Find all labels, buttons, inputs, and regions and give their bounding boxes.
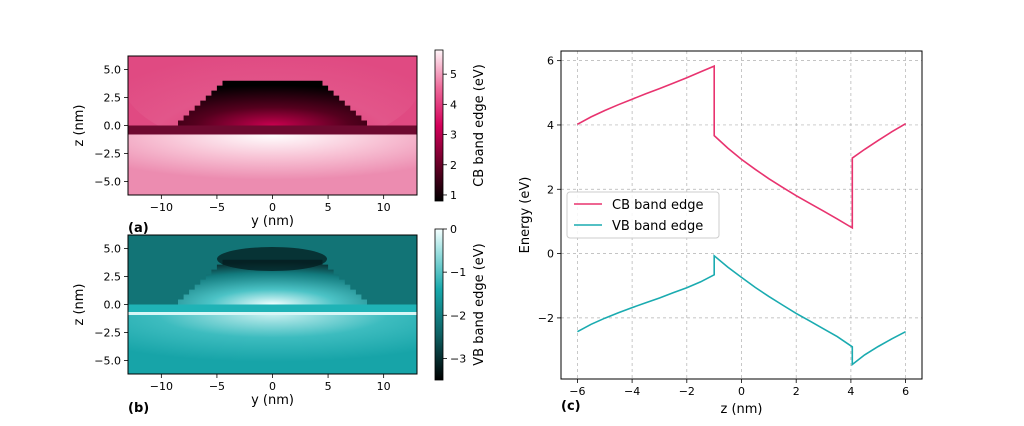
colorbar-tick-label: 0 [450,223,457,236]
y-tick-label: −2.5 [94,327,121,340]
x-tick-label: 4 [847,385,854,398]
series-line-vb [577,254,906,367]
x-tick-label: −5 [209,201,225,214]
y-tick-label: −5.0 [94,355,121,368]
y-axis-label: Energy (eV) [518,177,533,254]
x-tick-label: 0 [269,201,276,214]
x-axis-label: y (nm) [251,393,294,408]
colorbar-tick-label: 3 [450,129,457,142]
y-tick-label: −5.0 [94,176,121,189]
x-tick-label: −10 [150,380,173,393]
y-tick-label: −2 [538,312,554,325]
colorbar-tick-label: 1 [450,189,457,202]
x-tick-label: −10 [150,201,173,214]
colorbar-label: CB band edge (eV) [472,64,487,187]
legend-label-vb: VB band edge [612,219,703,234]
y-tick-label: 4 [547,119,554,132]
panel-label-b: (b) [128,401,149,416]
colorbar-tick-label: −1 [450,266,466,279]
y-tick-label: 6 [547,55,554,68]
vb-colorbar [434,228,444,381]
x-tick-label: −4 [624,385,640,398]
y-tick-label: 2.5 [104,91,122,104]
panel-b: −10 −5 0 5 10−5.0−2.50.02.55.0y (nm)z (nm) (… [72,223,487,416]
x-tick-label: 6 [902,385,909,398]
y-tick-label: 5.0 [104,242,122,255]
panel-label-a: (a) [128,221,149,236]
series-line-cb [577,64,907,230]
y-tick-label: 2 [547,183,554,196]
legend: CB band edge VB band edge [566,191,720,239]
x-tick-label: −2 [679,385,695,398]
colorbar-tick-label: 4 [450,98,457,111]
x-tick-label: 0 [738,385,745,398]
panel-label-c: (c) [561,399,581,414]
y-tick-label: 0.0 [104,120,122,133]
cb-heatmap [128,56,417,195]
colorbar-tick-label: −3 [450,352,466,365]
x-tick-label: 10 [377,380,391,393]
cb-colorbar [434,49,444,202]
x-tick-label: −6 [569,385,585,398]
y-axis-label: z (nm) [72,104,87,146]
y-tick-label: 0.0 [104,299,122,312]
colorbar-tick-label: 5 [450,68,457,81]
colorbar-tick-label: −2 [450,309,466,322]
colorbar-tick-label: 2 [450,159,457,172]
panel-c: −6 −4 −2 0 2 4 6 −2 0 2 4 6 z (nm) Energy (eV) CB ban… [518,50,923,417]
x-tick-label: 10 [377,201,391,214]
y-tick-label: −2.5 [94,148,121,161]
x-tick-label: 5 [325,380,332,393]
x-tick-label: 2 [793,385,800,398]
legend-label-cb: CB band edge [612,198,703,213]
x-axis-label: z (nm) [720,402,762,417]
y-tick-label: 5.0 [104,63,122,76]
x-tick-label: 0 [269,380,276,393]
colorbar-label: VB band edge (eV) [472,243,487,365]
panel-a: −10 −5 0 5 10−5.0−2.50.02.55.0y (nm)z (nm) (… [72,49,487,236]
x-tick-label: −5 [209,380,225,393]
vb-heatmap [128,235,417,374]
y-tick-label: 2.5 [104,270,122,283]
y-axis-label: z (nm) [72,283,87,325]
x-axis-label: y (nm) [251,214,294,229]
y-tick-label: 0 [547,248,554,261]
x-tick-label: 5 [325,201,332,214]
